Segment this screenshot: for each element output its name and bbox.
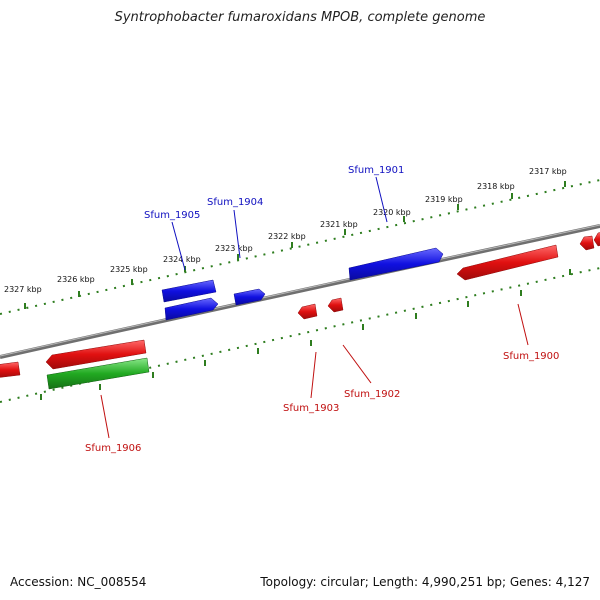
gene-arrow-sfum-1906[interactable] bbox=[45, 339, 147, 370]
tick-label: 2325 kbp bbox=[110, 265, 148, 274]
tick-label: 2320 kbp bbox=[373, 208, 411, 217]
gene-arrow-sfum-1905-a[interactable] bbox=[161, 279, 217, 303]
connector-sfum-1905 bbox=[171, 221, 186, 271]
tick-label: 2319 kbp bbox=[425, 195, 463, 204]
connector-sfum-1901 bbox=[375, 176, 388, 223]
gene-arrow-sfum-1904[interactable] bbox=[233, 288, 266, 306]
gene-arrow-left-edge[interactable] bbox=[0, 361, 21, 378]
outer-tick-ring bbox=[0, 179, 600, 315]
gene-label-sfum-1903[interactable]: Sfum_1903 bbox=[283, 403, 339, 414]
connector-sfum-1904 bbox=[233, 209, 241, 259]
gene-arrow-sfum-1903[interactable] bbox=[297, 303, 318, 320]
inner-major-ticks bbox=[40, 269, 571, 400]
tick-label: 2326 kbp bbox=[57, 275, 95, 284]
gene-arrow-rna[interactable] bbox=[46, 357, 150, 390]
gene-arrow-sfum-1901[interactable] bbox=[348, 247, 444, 281]
genome-backbone bbox=[0, 224, 600, 359]
tick-label: 2321 kbp bbox=[320, 220, 358, 229]
accession-text: Accession: NC_008554 bbox=[10, 575, 147, 589]
gene-label-sfum-1900[interactable]: Sfum_1900 bbox=[503, 351, 559, 362]
inner-tick-ring bbox=[0, 267, 600, 403]
tick-label: 2318 kbp bbox=[477, 182, 515, 191]
reverse-genes bbox=[0, 232, 600, 378]
gene-arrow-sfum-1902[interactable] bbox=[327, 297, 344, 313]
forward-genes bbox=[161, 247, 444, 321]
label-connectors bbox=[100, 176, 529, 439]
connector-sfum-1906 bbox=[100, 394, 110, 439]
tick-label: 2323 kbp bbox=[215, 244, 253, 253]
gene-arrow-right-edge-b[interactable] bbox=[593, 232, 600, 247]
gene-label-sfum-1904[interactable]: Sfum_1904 bbox=[207, 197, 263, 208]
connector-sfum-1902 bbox=[342, 344, 372, 384]
tick-label: 2327 kbp bbox=[4, 285, 42, 294]
gene-label-sfum-1901[interactable]: Sfum_1901 bbox=[348, 165, 404, 176]
gene-label-sfum-1902[interactable]: Sfum_1902 bbox=[344, 389, 400, 400]
genome-summary-text: Topology: circular; Length: 4,990,251 bp… bbox=[260, 575, 590, 589]
tick-label: 2317 kbp bbox=[529, 167, 567, 176]
gene-labels: Sfum_1901 Sfum_1904 Sfum_1905 Sfum_1900 … bbox=[85, 165, 559, 454]
connector-sfum-1903 bbox=[310, 351, 317, 399]
rna-genes bbox=[46, 357, 150, 390]
gene-arrow-right-edge-a[interactable] bbox=[579, 235, 595, 251]
outer-major-ticks bbox=[24, 181, 566, 309]
gene-arrow-sfum-1900[interactable] bbox=[456, 244, 559, 281]
gene-label-sfum-1905[interactable]: Sfum_1905 bbox=[144, 210, 200, 221]
gene-label-sfum-1906[interactable]: Sfum_1906 bbox=[85, 443, 141, 454]
map-title: Syntrophobacter fumaroxidans MPOB, compl… bbox=[114, 10, 486, 25]
tick-label: 2322 kbp bbox=[268, 232, 306, 241]
connector-sfum-1900 bbox=[517, 303, 529, 346]
genome-backbone-highlight bbox=[0, 224, 600, 357]
gene-arrow-sfum-1905-b[interactable] bbox=[164, 297, 219, 321]
